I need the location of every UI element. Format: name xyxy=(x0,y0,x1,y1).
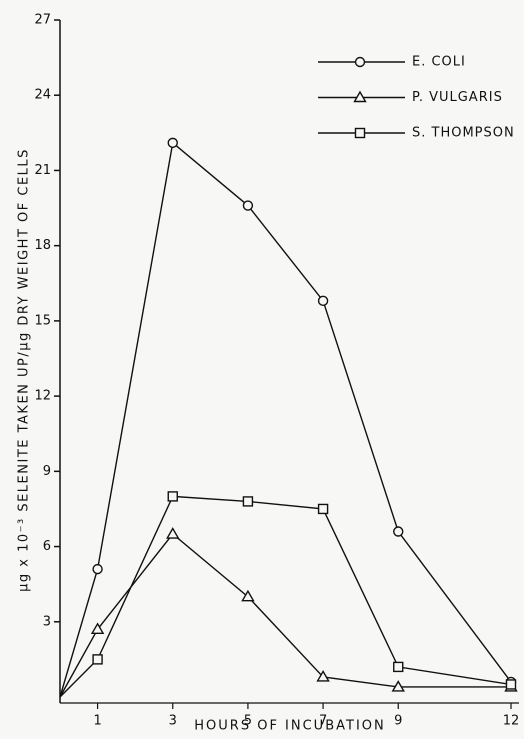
y-tick-label: 24 xyxy=(34,88,51,103)
y-tick-label: 6 xyxy=(43,539,51,554)
data-point xyxy=(90,622,105,634)
x-tick-label: 9 xyxy=(394,714,402,729)
data-point xyxy=(167,491,178,502)
y-tick-label: 21 xyxy=(34,163,51,178)
data-point xyxy=(242,496,254,507)
data-point xyxy=(167,137,178,149)
x-tick-label: 5 xyxy=(244,714,252,729)
legend-marker xyxy=(354,56,366,68)
series-line xyxy=(59,141,512,698)
y-tick-label: 15 xyxy=(34,313,51,328)
x-tick-label: 3 xyxy=(169,714,177,729)
data-point xyxy=(505,679,517,690)
data-point xyxy=(391,680,405,692)
legend-label: S. THOMPSON xyxy=(412,126,515,141)
y-tick-label: 12 xyxy=(34,389,51,404)
series-line xyxy=(59,495,512,698)
legend-marker xyxy=(354,127,366,139)
series-line xyxy=(59,533,511,698)
data-point xyxy=(393,661,404,673)
x-tick-label: 12 xyxy=(503,714,520,729)
data-point xyxy=(242,200,254,211)
y-tick-label: 9 xyxy=(43,464,51,479)
legend-label: E. COLI xyxy=(412,55,466,70)
legend-label: P. VULGARIS xyxy=(412,90,503,105)
data-point xyxy=(317,503,329,515)
y-axis-label: μg x 10⁻³ SELENITE TAKEN UP/μg DRY WEIGH… xyxy=(17,148,32,592)
y-tick-label: 27 xyxy=(34,13,51,28)
y-tick-label: 3 xyxy=(43,614,51,629)
data-point xyxy=(92,654,103,665)
legend-marker xyxy=(353,90,367,103)
data-point xyxy=(241,589,255,602)
x-tick-label: 1 xyxy=(93,714,101,729)
data-point xyxy=(316,670,330,682)
x-tick-label: 7 xyxy=(319,714,327,729)
x-axis-label: HOURS OF INCUBATION xyxy=(194,719,385,734)
data-point xyxy=(317,295,329,307)
data-point xyxy=(166,527,180,539)
data-point xyxy=(92,563,103,575)
data-point xyxy=(393,526,404,537)
y-tick-label: 18 xyxy=(34,238,51,253)
